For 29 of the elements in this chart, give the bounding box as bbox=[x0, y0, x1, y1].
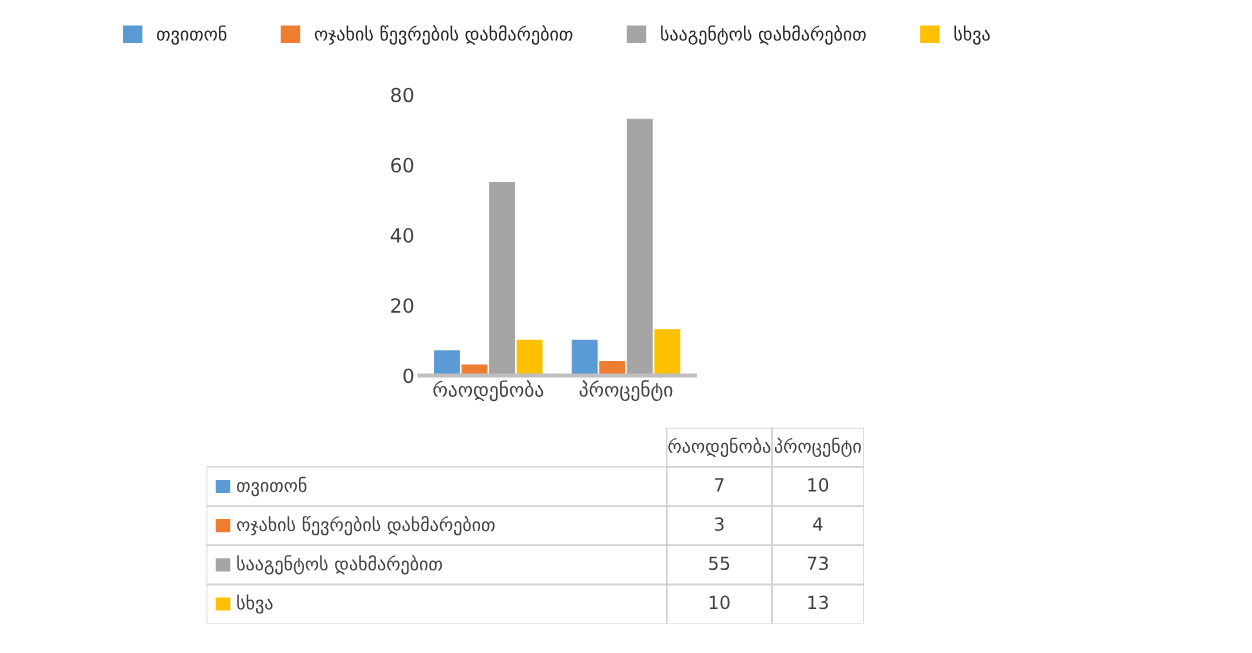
bar bbox=[516, 339, 543, 376]
category-label: რაოდენობა bbox=[668, 437, 771, 457]
text: 4 bbox=[813, 517, 823, 531]
category-label: პროცენტი bbox=[774, 437, 861, 457]
bar bbox=[626, 118, 653, 376]
legend-label: სააგენტოს დახმარებით bbox=[661, 25, 866, 45]
bar bbox=[571, 339, 598, 376]
text: 10 bbox=[709, 595, 730, 610]
text: 13 bbox=[808, 595, 828, 610]
legend-label: თვითონ bbox=[157, 25, 227, 45]
category-label: ოჯახის წევრების დახმარებით bbox=[237, 515, 495, 536]
y-tick-label: 80 bbox=[391, 87, 414, 103]
legend-label: ოჯახის წევრების დახმარებით bbox=[314, 25, 573, 45]
text: 10 bbox=[808, 478, 829, 492]
legend-label: სხვა bbox=[954, 25, 990, 45]
bar bbox=[434, 350, 460, 376]
text: 3 bbox=[714, 517, 724, 531]
text: 73 bbox=[807, 556, 828, 571]
y-tick-label: 40 bbox=[390, 228, 414, 243]
bar bbox=[654, 329, 681, 376]
category-label: სხვა bbox=[237, 594, 273, 614]
bar bbox=[489, 181, 516, 376]
y-tick-label: 0 bbox=[403, 368, 414, 384]
text: 55 bbox=[709, 556, 730, 571]
category-label: სააგენტოს დახმარებით bbox=[237, 555, 442, 575]
y-tick-label: 60 bbox=[391, 157, 414, 173]
y-tick-label: 20 bbox=[391, 298, 414, 313]
text: 7 bbox=[715, 478, 724, 492]
category-label: თვითონ bbox=[237, 476, 307, 497]
